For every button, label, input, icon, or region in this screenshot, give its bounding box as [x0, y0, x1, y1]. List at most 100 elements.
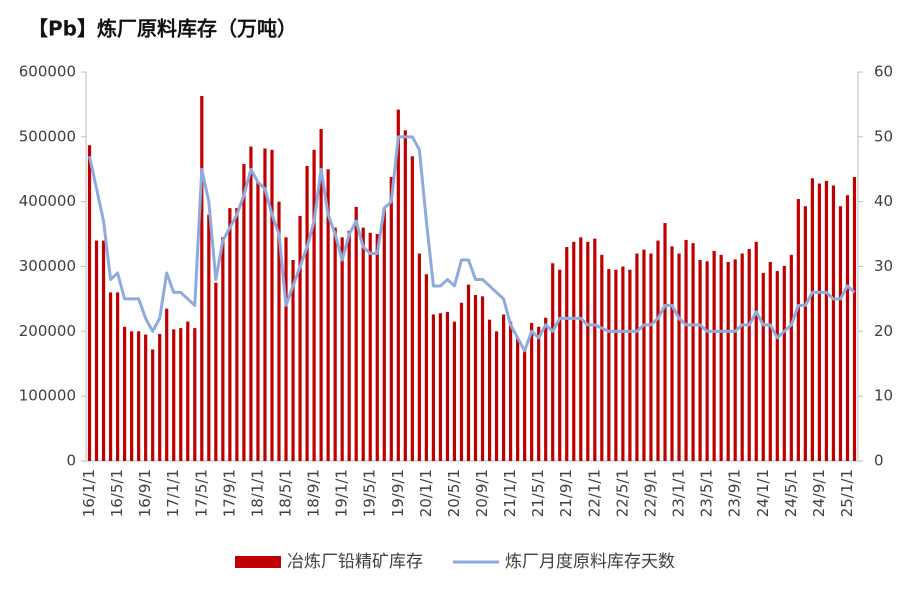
y-tick-label: 0	[66, 452, 76, 470]
bar	[831, 185, 836, 462]
bar	[789, 254, 793, 461]
x-tick-label: 21/1/1	[501, 469, 519, 517]
bar	[712, 250, 716, 461]
bar	[270, 149, 274, 462]
bar	[761, 272, 765, 461]
bar	[249, 146, 253, 461]
x-tick-label: 16/5/1	[108, 469, 126, 517]
bar	[775, 271, 779, 461]
x-tick-label: 19/1/1	[333, 469, 351, 517]
y2-tick-label: 0	[874, 452, 884, 470]
y2-tick-label: 10	[874, 387, 893, 405]
bar	[200, 95, 204, 461]
bar	[698, 260, 702, 461]
bar	[747, 248, 751, 461]
bar	[375, 234, 379, 461]
x-tick-label: 24/1/1	[754, 469, 772, 517]
bar	[523, 347, 527, 461]
bar	[277, 201, 281, 461]
bar	[740, 253, 744, 461]
bar	[768, 261, 772, 461]
bar	[600, 254, 604, 461]
y2-tick-label: 30	[874, 257, 893, 275]
bar	[684, 239, 688, 461]
y2-tick-label: 60	[874, 63, 893, 81]
y2-tick-label: 50	[874, 127, 893, 145]
bar	[424, 274, 428, 461]
x-tick-label: 18/5/1	[277, 469, 295, 517]
legend-label: 冶炼厂铅精矿库存	[287, 552, 423, 572]
x-tick-label: 21/5/1	[529, 469, 547, 517]
bar	[291, 260, 295, 461]
bar	[165, 308, 169, 461]
bar	[214, 282, 218, 461]
bar	[186, 321, 190, 461]
bar	[101, 240, 106, 461]
x-tick-label: 23/9/1	[726, 469, 744, 517]
bar	[368, 232, 372, 461]
x-tick-label: 19/5/1	[361, 469, 379, 517]
bar	[172, 329, 176, 461]
bar	[593, 238, 597, 461]
bar	[726, 261, 730, 461]
bar	[509, 321, 513, 461]
bar	[158, 333, 162, 461]
bar	[614, 269, 618, 461]
bar	[845, 195, 850, 461]
bar	[705, 261, 709, 461]
chart-title: 【Pb】炼厂原料库存（万吨）	[28, 17, 297, 41]
x-tick-label: 22/1/1	[585, 469, 603, 517]
bar	[572, 241, 576, 461]
bar	[256, 182, 260, 461]
bar	[544, 317, 548, 461]
bar	[179, 328, 183, 461]
bar	[354, 206, 358, 461]
bar	[144, 334, 148, 461]
bar	[796, 199, 800, 461]
bar	[151, 349, 155, 461]
bar	[670, 246, 674, 461]
bar	[431, 314, 435, 461]
x-tick-label: 16/1/1	[80, 469, 98, 517]
bar	[242, 164, 246, 461]
bar	[396, 109, 400, 461]
bar	[305, 166, 309, 461]
legend-swatch	[235, 556, 281, 568]
bar	[298, 215, 302, 461]
bar	[445, 311, 450, 461]
bar	[312, 149, 316, 462]
bar	[438, 313, 443, 461]
bar	[228, 208, 232, 461]
bar	[691, 243, 695, 461]
bar	[677, 253, 681, 461]
bar	[579, 237, 583, 461]
y-tick-label: 100000	[19, 387, 76, 405]
x-tick-label: 22/5/1	[613, 469, 631, 517]
x-tick-label: 16/9/1	[136, 469, 154, 517]
bar	[347, 230, 351, 461]
bar	[501, 314, 506, 461]
bar	[642, 249, 646, 461]
bar	[656, 240, 660, 461]
y2-tick-label: 40	[874, 192, 893, 210]
bar	[207, 214, 211, 461]
x-tick-label: 17/1/1	[164, 469, 182, 517]
bar	[452, 321, 457, 461]
x-tick-label: 17/5/1	[192, 469, 210, 517]
bar	[108, 292, 113, 461]
y2-tick-label: 20	[874, 322, 893, 340]
bar	[389, 177, 393, 461]
bar	[817, 183, 821, 461]
bar	[410, 156, 414, 462]
bar	[487, 319, 492, 461]
bar	[558, 269, 562, 461]
bar	[94, 240, 99, 461]
bar	[782, 265, 786, 461]
line	[88, 135, 856, 353]
bar	[417, 253, 421, 461]
x-tick-label: 20/9/1	[473, 469, 491, 517]
x-tick-label: 23/5/1	[698, 469, 716, 517]
bar	[607, 269, 611, 461]
bar	[87, 145, 92, 462]
